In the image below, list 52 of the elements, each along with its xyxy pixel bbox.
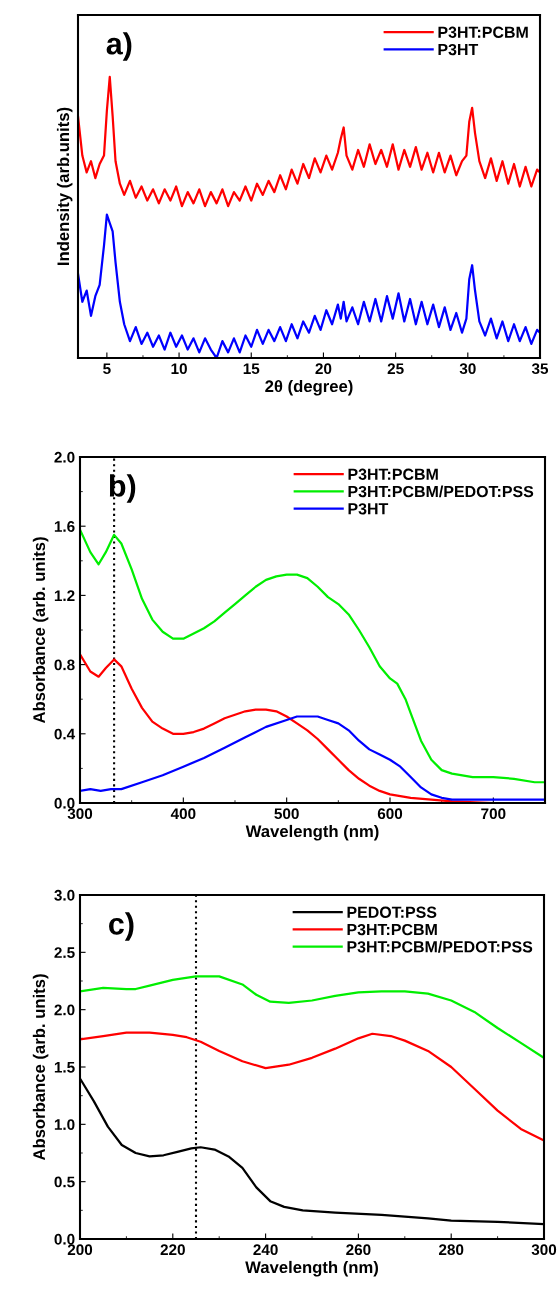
x-tick-label: 25 [387,363,404,375]
line-series [80,528,545,784]
y-tick-label: 0.8 [54,659,75,671]
x-tick-label: 15 [243,363,260,375]
line-series [80,715,545,801]
y-tick-label: 1.5 [54,1062,75,1073]
legend-label: P3HT:PCBM [348,468,438,480]
x-tick-label: 300 [531,1244,557,1256]
x-tick-label: 260 [346,1244,371,1256]
y-tick-label: 0.0 [54,797,75,809]
x-tick-label: 700 [481,808,506,820]
y-tick-label: 1.2 [54,590,75,601]
legend-label: P3HT [438,43,479,56]
y-tick-label: 2.5 [54,947,75,959]
x-tick-label: 500 [274,808,299,820]
x-tick-label: 400 [170,808,196,820]
x-tick-label: 35 [531,363,549,375]
legend-label: P3HT [348,503,389,515]
y-axis-title: Indensity (arb.units) [56,107,73,266]
y-axis-title: Absorbance (arb. units) [32,537,49,724]
legend-label: P3HT:PCBM/PEDOT:PSS [347,940,533,953]
y-tick-label: 3.0 [54,889,75,901]
y-tick-label: 0.0 [54,1233,75,1245]
x-tick-label: 20 [315,363,332,375]
legend-label: P3HT:PCBM/PEDOT:PSS [348,485,534,498]
x-tick-label: 30 [459,363,476,375]
legend-label: PEDOT:PSS [347,906,437,918]
x-tick-label: 280 [438,1244,464,1256]
y-tick-label: 2.0 [54,1004,75,1016]
y-tick-label: 0.4 [54,728,76,740]
legend-label: P3HT:PCBM [347,923,437,936]
x-axis-title: Wavelength (nm) [245,1260,378,1277]
x-tick-label: 5 [103,363,111,375]
line-series [80,1031,544,1142]
y-tick-label: 2.0 [54,451,75,463]
legend-label: P3HT:PCBM [438,26,528,38]
x-axis-title: 2θ (degree) [265,379,353,396]
text: c) [109,912,134,941]
y-tick-label: 1.0 [54,1119,75,1131]
text: b) [109,474,136,503]
x-tick-label: 10 [171,363,187,375]
x-tick-label: 220 [160,1244,185,1256]
line-series [80,975,544,1059]
chart-title: a) [106,32,132,61]
x-tick-label: 240 [253,1244,278,1256]
x-tick-label: 600 [377,808,403,820]
y-axis-title: Absorbance (arb. units) [32,974,49,1161]
x-tick-label: 200 [67,1244,93,1256]
x-tick-label: 300 [67,808,93,820]
x-axis-title: Wavelength (nm) [245,824,379,841]
y-tick-label: 0.5 [54,1176,75,1188]
y-tick-label: 1.6 [54,521,75,532]
